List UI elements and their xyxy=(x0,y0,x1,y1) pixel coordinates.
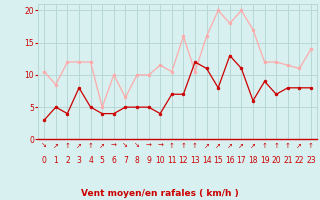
Text: 5: 5 xyxy=(100,156,105,165)
Text: 16: 16 xyxy=(225,156,235,165)
Text: ↗: ↗ xyxy=(76,143,82,149)
Text: ↗: ↗ xyxy=(296,143,302,149)
Text: ↑: ↑ xyxy=(285,143,291,149)
Text: →: → xyxy=(146,143,152,149)
Text: ↗: ↗ xyxy=(53,143,59,149)
Text: ↑: ↑ xyxy=(180,143,186,149)
Text: 1: 1 xyxy=(53,156,58,165)
Text: 3: 3 xyxy=(76,156,81,165)
Text: 17: 17 xyxy=(236,156,246,165)
Text: →: → xyxy=(157,143,163,149)
Text: ↗: ↗ xyxy=(238,143,244,149)
Text: 4: 4 xyxy=(88,156,93,165)
Text: 6: 6 xyxy=(111,156,116,165)
Text: ↑: ↑ xyxy=(88,143,93,149)
Text: ↘: ↘ xyxy=(134,143,140,149)
Text: ↑: ↑ xyxy=(169,143,175,149)
Text: ↑: ↑ xyxy=(262,143,268,149)
Text: 20: 20 xyxy=(271,156,281,165)
Text: 2: 2 xyxy=(65,156,70,165)
Text: 19: 19 xyxy=(260,156,269,165)
Text: 7: 7 xyxy=(123,156,128,165)
Text: 12: 12 xyxy=(179,156,188,165)
Text: ↗: ↗ xyxy=(215,143,221,149)
Text: ↘: ↘ xyxy=(123,143,128,149)
Text: ↑: ↑ xyxy=(273,143,279,149)
Text: 9: 9 xyxy=(146,156,151,165)
Text: ↘: ↘ xyxy=(41,143,47,149)
Text: 21: 21 xyxy=(283,156,292,165)
Text: 8: 8 xyxy=(135,156,140,165)
Text: ↑: ↑ xyxy=(64,143,70,149)
Text: ↗: ↗ xyxy=(227,143,233,149)
Text: 22: 22 xyxy=(295,156,304,165)
Text: ↑: ↑ xyxy=(192,143,198,149)
Text: ↗: ↗ xyxy=(250,143,256,149)
Text: 14: 14 xyxy=(202,156,212,165)
Text: Vent moyen/en rafales ( km/h ): Vent moyen/en rafales ( km/h ) xyxy=(81,189,239,198)
Text: 11: 11 xyxy=(167,156,177,165)
Text: 15: 15 xyxy=(213,156,223,165)
Text: 13: 13 xyxy=(190,156,200,165)
Text: ↗: ↗ xyxy=(204,143,210,149)
Text: 0: 0 xyxy=(42,156,47,165)
Text: ↑: ↑ xyxy=(308,143,314,149)
Text: ↗: ↗ xyxy=(99,143,105,149)
Text: 18: 18 xyxy=(248,156,258,165)
Text: 23: 23 xyxy=(306,156,316,165)
Text: 10: 10 xyxy=(156,156,165,165)
Text: →: → xyxy=(111,143,117,149)
